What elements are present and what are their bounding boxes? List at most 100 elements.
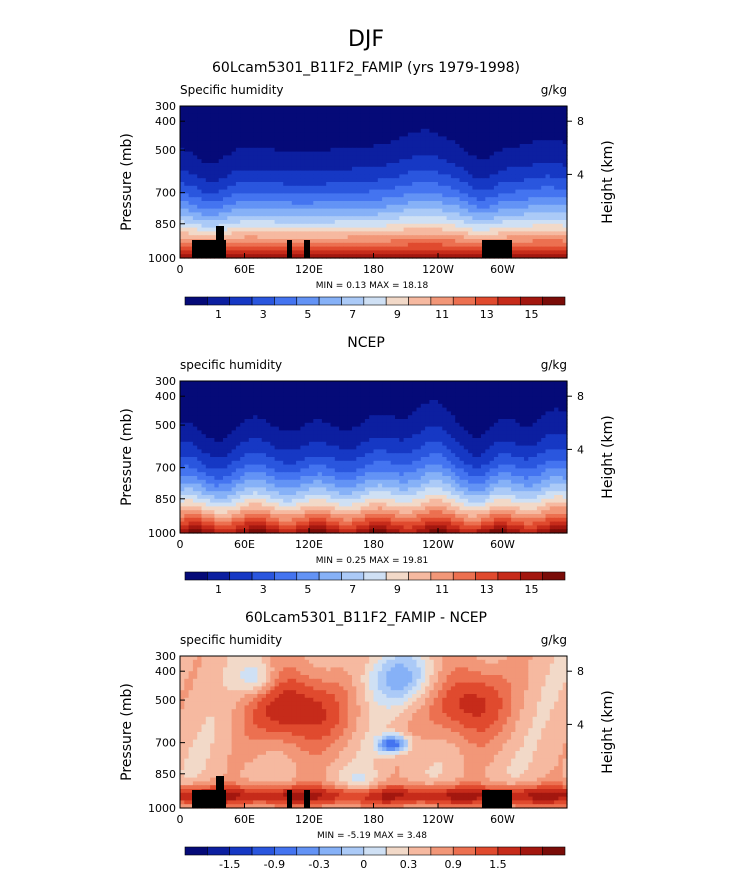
field-cell (356, 419, 362, 424)
field-cell (197, 208, 203, 213)
field-cell (485, 231, 491, 236)
field-cell (472, 163, 478, 168)
field-cell (291, 113, 297, 118)
field-cell (416, 189, 422, 194)
field-cell (326, 381, 332, 386)
field-cell (369, 182, 375, 187)
field-cell (369, 128, 375, 134)
field-cell (558, 407, 564, 412)
field-cell (321, 182, 327, 187)
field-cell (498, 136, 504, 141)
field-cell (266, 212, 271, 217)
field-cell (231, 388, 237, 393)
field-cell (515, 117, 521, 122)
field-cell (433, 182, 439, 187)
field-cell (472, 227, 478, 232)
field-cell (300, 128, 306, 134)
field-cell (554, 109, 559, 115)
field-cell (562, 144, 568, 149)
field-cell (369, 144, 375, 149)
field-cell (309, 189, 314, 194)
field-cell (218, 185, 224, 191)
field-cell (205, 178, 211, 183)
field-cell (343, 400, 349, 405)
field-cell (562, 201, 568, 206)
field-cell (334, 132, 340, 137)
field-cell (558, 223, 564, 229)
field-cell (231, 189, 237, 194)
field-cell (197, 166, 203, 172)
field-cell (261, 106, 267, 111)
field-cell (296, 178, 301, 183)
field-cell (326, 223, 332, 229)
field-cell (313, 239, 319, 244)
field-cell (450, 227, 456, 232)
field-cell (425, 189, 430, 194)
field-cell (192, 400, 198, 405)
field-cell (334, 411, 340, 416)
field-cell (420, 178, 426, 183)
field-cell (317, 159, 323, 164)
field-cell (227, 392, 233, 397)
field-cell (356, 239, 362, 244)
field-cell (343, 208, 349, 213)
field-cell (326, 117, 332, 122)
field-cell (407, 254, 413, 259)
field-cell (257, 400, 263, 405)
field-cell (364, 109, 370, 115)
field-cell (287, 422, 293, 428)
field-cell (188, 109, 194, 115)
field-cell (321, 239, 327, 244)
field-cell (554, 178, 559, 183)
field-cell (244, 381, 250, 386)
field-cell (223, 159, 228, 164)
field-cell (291, 403, 297, 409)
field-cell (278, 381, 284, 386)
field-cell (334, 125, 340, 130)
field-cell (309, 159, 314, 164)
field-cell (519, 185, 525, 191)
field-cell (231, 197, 237, 202)
field-cell (468, 189, 473, 194)
field-cell (317, 216, 323, 221)
field-cell (536, 392, 542, 397)
field-cell (360, 170, 366, 175)
field-cell (541, 216, 547, 221)
field-cell (274, 136, 280, 141)
field-cell (356, 388, 362, 393)
field-cell (244, 392, 250, 397)
field-cell (248, 159, 254, 164)
field-cell (326, 220, 332, 225)
field-cell (442, 384, 448, 390)
field-cell (438, 227, 443, 232)
field-cell (485, 132, 491, 137)
field-cell (536, 422, 542, 428)
field-cell (399, 388, 405, 393)
field-cell (425, 403, 430, 409)
field-cell (515, 170, 521, 175)
field-cell (188, 208, 194, 213)
field-cell (416, 121, 422, 126)
field-cell (261, 151, 267, 156)
field-cell (309, 166, 314, 172)
field-cell (352, 117, 357, 122)
field-cell (481, 422, 486, 428)
field-cell (283, 384, 289, 390)
field-cell (536, 381, 542, 386)
field-cell (541, 235, 547, 240)
field-cell (214, 415, 220, 420)
field-cell (283, 201, 289, 206)
field-cell (197, 201, 203, 206)
field-cell (493, 411, 499, 416)
field-cell (382, 155, 387, 160)
field-cell (347, 384, 353, 390)
field-cell (438, 419, 443, 424)
field-cell (502, 151, 508, 156)
field-cell (506, 125, 512, 130)
field-cell (386, 246, 392, 251)
field-cell (356, 132, 362, 137)
field-cell (528, 201, 534, 206)
field-cell (373, 246, 379, 251)
field-cell (244, 147, 250, 153)
field-cell (205, 223, 211, 229)
